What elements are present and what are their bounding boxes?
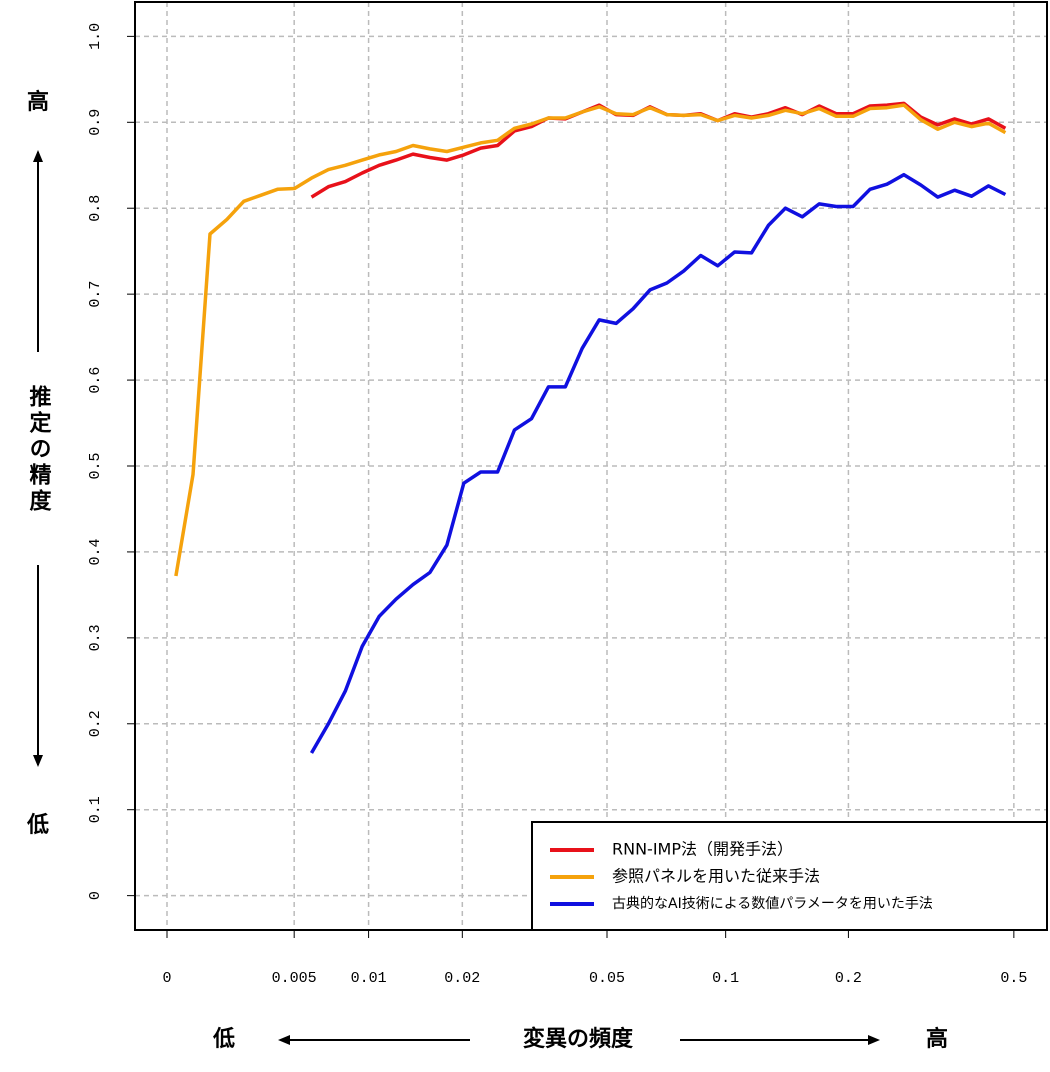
x-tick-label: 0.01	[351, 970, 387, 987]
y-tick-label: 0.4	[87, 538, 104, 565]
y-label-top: 高	[27, 89, 49, 115]
arrow-head	[33, 150, 43, 162]
arrow-head	[278, 1035, 290, 1045]
legend-label: 参照パネルを用いた従来手法	[612, 867, 820, 886]
x-tick-label: 0.005	[272, 970, 317, 987]
legend-label: RNN-IMP法（開発手法）	[612, 840, 793, 859]
y-tick-label: 0.8	[87, 195, 104, 222]
x-tick-label: 0.1	[712, 970, 739, 987]
x-tick-label: 0.2	[835, 970, 862, 987]
plot-area: 0 0.1 0.2 0.3 0.4 0.5 0.6 0.7 0.8 0.9 1.0 0 0.005 0.0…	[87, 2, 1047, 987]
x-tick-label: 0	[162, 970, 171, 987]
x-label: 変異の頻度	[523, 1026, 634, 1052]
arrow-head	[33, 755, 43, 767]
x-label-left: 低	[212, 1027, 235, 1052]
x-label-right: 高	[926, 1026, 948, 1052]
series-line	[174, 103, 1007, 577]
y-label-bottom: 低	[26, 813, 49, 838]
y-tick-label: 0	[87, 891, 104, 900]
x-tick-label: 0.5	[1000, 970, 1027, 987]
arrow-head	[868, 1035, 880, 1045]
y-tick-label: 0.6	[87, 367, 104, 394]
legend-label: 古典的なAI技術による数値パラメータを用いた手法	[612, 896, 933, 912]
x-tick-label: 0.02	[444, 970, 480, 987]
legend-box	[531, 821, 1048, 931]
legend: RNN-IMP法（開発手法） 参照パネルを用いた従来手法古典的なAI技術による数値…	[531, 821, 1048, 931]
y-tick-label: 0.5	[87, 452, 104, 479]
y-tick-label: 0.1	[87, 796, 104, 823]
y-tick-label: 0.7	[87, 281, 104, 308]
series-line	[310, 101, 1007, 199]
x-tick-label: 0.05	[589, 970, 625, 987]
y-label: 推定の精度	[26, 385, 52, 515]
y-tick-label: 1.0	[87, 23, 104, 50]
y-tick-label: 0.3	[87, 624, 104, 651]
y-tick-label: 0.9	[87, 109, 104, 136]
y-tick-label: 0.2	[87, 710, 104, 737]
series-line	[309, 172, 1007, 754]
